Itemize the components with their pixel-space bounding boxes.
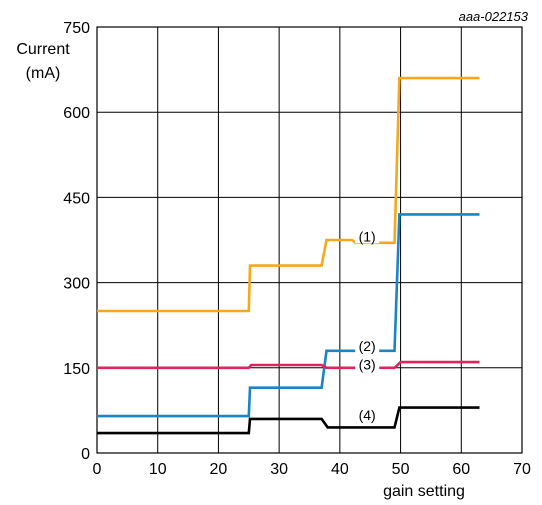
series-label-2: (2) bbox=[359, 338, 376, 354]
x-tick-label: 20 bbox=[210, 461, 228, 478]
x-tick-label: 50 bbox=[392, 461, 410, 478]
x-tick-label: 60 bbox=[452, 461, 470, 478]
y-tick-label: 600 bbox=[63, 105, 90, 122]
series-line-1 bbox=[97, 76, 480, 313]
series-line-3 bbox=[97, 360, 480, 370]
x-tick-label: 10 bbox=[149, 461, 167, 478]
series-label-bg bbox=[355, 356, 380, 372]
tick-labels: 0 10 20 30 40 50 60 70 0 150 300 450 600 750 bbox=[63, 20, 531, 478]
x-axis-title: gain setting bbox=[383, 483, 465, 500]
y-tick-label: 300 bbox=[63, 276, 90, 293]
y-tick-label: 450 bbox=[63, 190, 90, 207]
series-line-2 bbox=[97, 213, 480, 418]
x-tick-label: 30 bbox=[270, 461, 288, 478]
series-labels: (1) (2) (3) (4) bbox=[355, 228, 380, 423]
series-label-3: (3) bbox=[359, 357, 376, 373]
grid bbox=[96, 26, 523, 454]
y-tick-label: 750 bbox=[63, 20, 90, 37]
series-label-4: (4) bbox=[359, 407, 376, 423]
x-tick-label: 40 bbox=[331, 461, 349, 478]
series-label-bg bbox=[355, 337, 380, 353]
y-axis-title-line1: Current bbox=[16, 41, 70, 58]
series-label-bg bbox=[355, 407, 380, 423]
y-tick-label: 0 bbox=[81, 446, 90, 463]
series-label-1: (1) bbox=[359, 228, 376, 244]
y-axis-title-line2: (mA) bbox=[26, 65, 61, 82]
series-line-4 bbox=[97, 406, 480, 435]
figure-id: aaa-022153 bbox=[459, 9, 529, 24]
x-tick-label: 70 bbox=[513, 461, 531, 478]
x-tick-label: 0 bbox=[93, 461, 102, 478]
series-layer bbox=[97, 76, 480, 435]
y-tick-label: 150 bbox=[63, 361, 90, 378]
series-label-bg bbox=[355, 228, 380, 244]
plot-frame bbox=[96, 26, 523, 454]
